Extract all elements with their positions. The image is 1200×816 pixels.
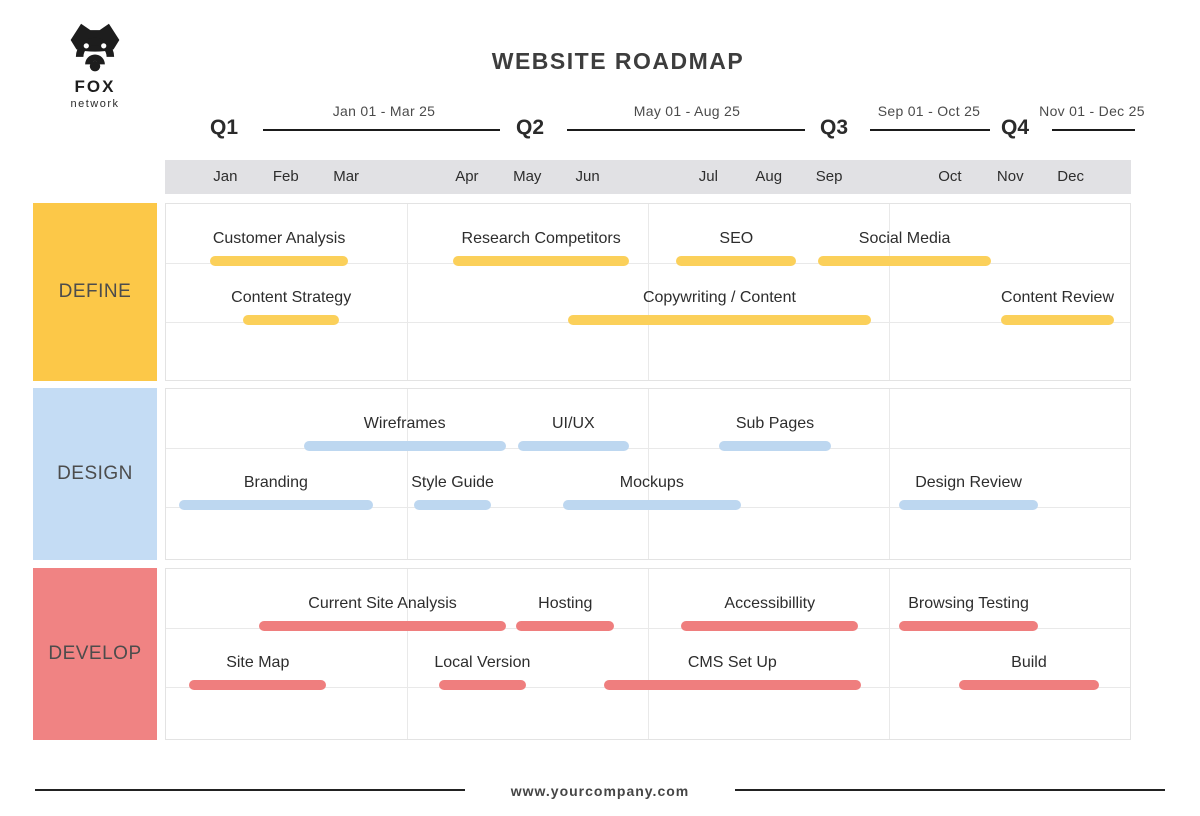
month-label-sep: Sep [815, 168, 843, 185]
task-label: Style Guide [411, 474, 494, 491]
fox-icon [70, 23, 120, 72]
quarter-divider-line [648, 569, 649, 739]
task-bar [603, 680, 861, 690]
footer-line-right [735, 789, 1165, 791]
month-label-aug: Aug [755, 168, 783, 185]
quarter-divider-line [889, 569, 890, 739]
quarter-divider-line [889, 204, 890, 380]
row-divider-line [166, 628, 1130, 629]
month-label-nov: Nov [996, 168, 1024, 185]
grid-section-design: Wireframes UI/UX Sub Pages Branding Style Gu… [165, 388, 1131, 560]
page-title: WEBSITE ROADMAP [491, 48, 745, 74]
task-bar [259, 621, 506, 631]
month-label-jun: Jun [575, 168, 600, 185]
task-bar [189, 680, 327, 690]
task-label: Research Competitors [461, 230, 621, 247]
section-label-define: DEFINE [33, 203, 157, 381]
task-label: Build [1011, 654, 1047, 671]
quarter-divider-line [407, 569, 408, 739]
task-bar [958, 680, 1099, 690]
quarter-divider-line [648, 389, 649, 559]
task-label: Content Review [1001, 289, 1115, 306]
task-bar [899, 500, 1038, 510]
task-bar [243, 315, 340, 325]
brand-name: FOX [74, 77, 116, 96]
month-label-jan: Jan [213, 168, 238, 185]
task-bar [562, 500, 741, 510]
quarter-divider-line [407, 389, 408, 559]
task-label: Mockups [619, 474, 684, 491]
quarter-line [263, 129, 500, 131]
task-bar [676, 256, 797, 266]
quarter-label-q4: Q4 [1000, 116, 1030, 139]
task-bar [303, 441, 506, 451]
section-label-develop: DEVELOP [33, 568, 157, 740]
task-bar [517, 441, 629, 451]
quarter-label-q1: Q1 [209, 116, 239, 139]
task-label: Accessibillity [724, 595, 816, 612]
grid-section-define: Customer Analysis Research Competitors SEO… [165, 203, 1131, 381]
month-label-may: May [513, 168, 542, 185]
footer-url: www.yourcompany.com [510, 783, 690, 799]
quarter-line [567, 129, 805, 131]
quarter-label-q3: Q3 [819, 116, 849, 139]
quarter-line [870, 129, 990, 131]
task-label: Copywriting / Content [642, 289, 796, 306]
task-label: Hosting [538, 595, 593, 612]
months-bar: Jan Feb Mar Apr May Jun Jul Aug Sep Oct Nov Dec [165, 160, 1131, 194]
task-bar [438, 680, 526, 690]
task-label: Design Review [915, 474, 1022, 491]
row-divider-line [166, 263, 1130, 264]
task-bar [567, 315, 872, 325]
month-label-feb: Feb [272, 168, 299, 185]
quarter-range: Nov 01 - Dec 25 [1039, 103, 1145, 119]
quarter-range: Sep 01 - Oct 25 [877, 103, 981, 119]
task-bar [210, 256, 348, 266]
task-bar [681, 621, 859, 631]
grid-section-develop: Current Site Analysis Hosting Accessibilli… [165, 568, 1131, 740]
month-label-mar: Mar [333, 168, 360, 185]
section-label-design: DESIGN [33, 388, 157, 560]
task-label: Social Media [858, 230, 951, 247]
month-label-jul: Jul [698, 168, 718, 185]
row-divider-line [166, 448, 1130, 449]
task-label: Customer Analysis [212, 230, 346, 247]
quarter-range: May 01 - Aug 25 [633, 103, 741, 119]
month-label-apr: Apr [455, 168, 479, 185]
task-label: Local Version [434, 654, 531, 671]
task-bar [719, 441, 831, 451]
brand-subtitle: network [70, 98, 120, 110]
task-label: Branding [243, 474, 308, 491]
quarter-range: Jan 01 - Mar 25 [332, 103, 436, 119]
task-label: Sub Pages [735, 415, 815, 432]
quarter-divider-line [407, 204, 408, 380]
task-bar [178, 500, 373, 510]
task-label: Browsing Testing [908, 595, 1029, 612]
task-bar [516, 621, 615, 631]
task-bar [818, 256, 992, 266]
task-label: Wireframes [363, 415, 446, 432]
task-label: CMS Set Up [687, 654, 777, 671]
quarter-label-q2: Q2 [515, 116, 545, 139]
quarter-divider-line [889, 389, 890, 559]
task-label: SEO [719, 230, 754, 247]
task-label: Current Site Analysis [308, 595, 457, 612]
task-label: UI/UX [551, 415, 595, 432]
task-bar [453, 256, 629, 266]
month-label-oct: Oct [938, 168, 962, 185]
task-bar [899, 621, 1038, 631]
task-bar [1000, 315, 1115, 325]
quarter-line [1052, 129, 1135, 131]
brand-logo: FOX network [50, 20, 140, 110]
task-label: Content Strategy [231, 289, 352, 306]
quarter-divider-line [648, 204, 649, 380]
task-label: Site Map [226, 654, 290, 671]
month-label-dec: Dec [1057, 168, 1084, 185]
task-bar [413, 500, 492, 510]
footer-line-left [35, 789, 465, 791]
